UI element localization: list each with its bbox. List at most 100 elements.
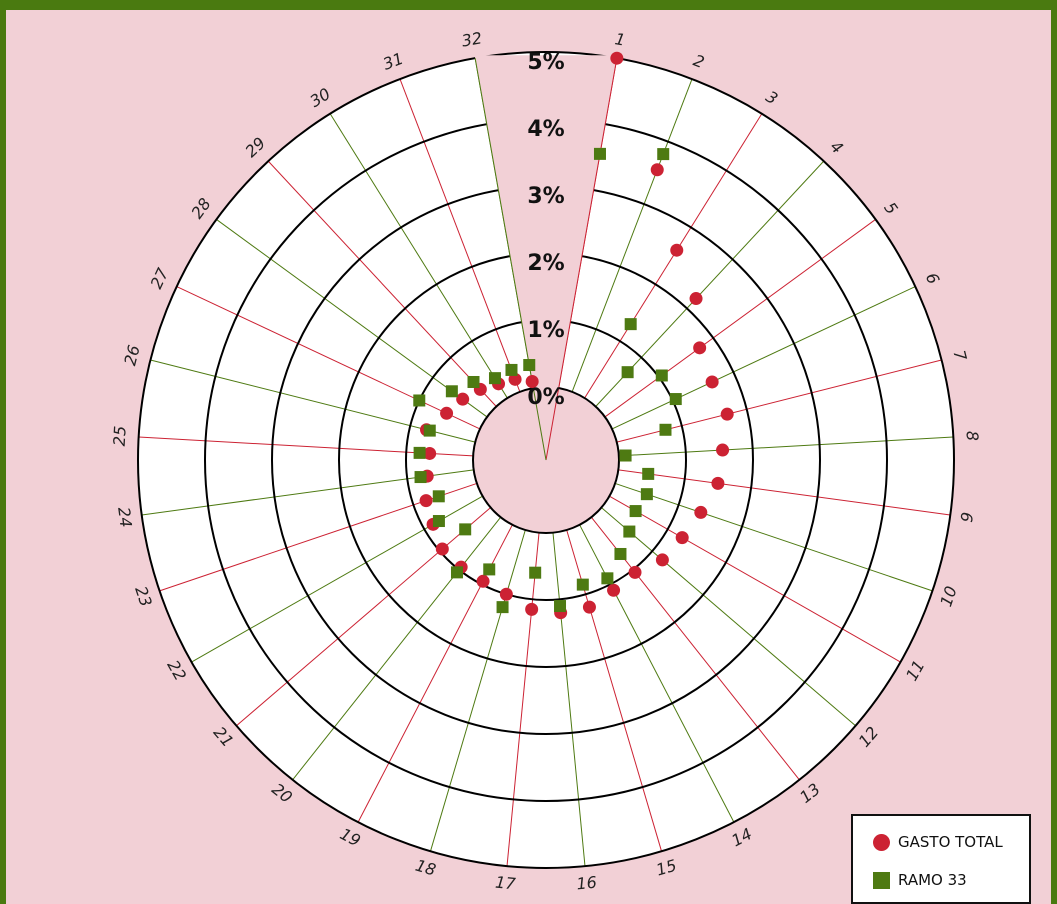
gasto-point-1 xyxy=(610,51,624,65)
ramo-point-2 xyxy=(657,148,670,161)
gasto-point-6 xyxy=(705,375,719,389)
category-tick-32: 32 xyxy=(460,28,483,50)
gasto-point-2 xyxy=(650,163,664,177)
chart-radial-ticks: 0% 1% 2% 3% 4% 5% xyxy=(527,50,564,410)
spoke-16 xyxy=(552,532,586,867)
ramo-point-18 xyxy=(496,601,509,614)
ramo-point-31 xyxy=(505,363,518,376)
spoke-28 xyxy=(216,219,488,418)
spoke-11 xyxy=(609,495,901,663)
category-tick-5: 5 xyxy=(880,199,901,218)
ramo-point-10 xyxy=(640,488,653,501)
ramo-point-17 xyxy=(529,566,542,579)
gasto-point-15 xyxy=(582,600,596,614)
ramo-point-27 xyxy=(413,394,426,407)
category-tick-25: 25 xyxy=(110,425,130,446)
gasto-point-4 xyxy=(689,292,703,306)
category-tick-4: 4 xyxy=(826,137,846,158)
category-tick-13: 13 xyxy=(796,779,824,807)
spoke-5 xyxy=(604,219,876,418)
legend-square-marker xyxy=(873,871,890,889)
gasto-point-8 xyxy=(716,443,730,457)
ramo-point-13 xyxy=(614,547,627,560)
ramo-point-3 xyxy=(624,318,637,331)
ramo-point-9 xyxy=(642,467,655,480)
category-tick-23: 23 xyxy=(131,584,156,609)
left-frame-bar xyxy=(0,10,6,904)
category-tick-15: 15 xyxy=(654,856,679,880)
gasto-point-10 xyxy=(694,505,708,519)
legend: GASTO TOTAL RAMO 33 xyxy=(851,814,1031,904)
gasto-point-13 xyxy=(628,565,642,579)
legend-item-gasto: GASTO TOTAL xyxy=(873,830,1003,854)
ramo-point-30 xyxy=(488,372,501,385)
gasto-point-27 xyxy=(440,406,454,420)
ramo-point-12 xyxy=(623,525,636,538)
top-frame-bar xyxy=(0,0,1057,10)
category-tick-24: 24 xyxy=(114,506,136,529)
gasto-point-11 xyxy=(675,531,689,545)
category-tick-27: 27 xyxy=(147,264,173,291)
gasto-point-3 xyxy=(670,243,684,257)
category-tick-20: 20 xyxy=(268,779,296,807)
ramo-point-22 xyxy=(432,515,445,528)
category-tick-12: 12 xyxy=(855,723,883,751)
spoke-10 xyxy=(614,482,933,592)
ramo-point-14 xyxy=(601,572,614,585)
spoke-20 xyxy=(292,516,502,781)
ring-5 xyxy=(137,51,955,869)
radial-tick-0: 0% xyxy=(527,385,564,410)
legend-label-ramo: RAMO 33 xyxy=(898,871,967,889)
ramo-point-4 xyxy=(621,366,634,379)
radial-tick-3: 3% xyxy=(527,184,564,209)
category-tick-17: 17 xyxy=(494,873,517,894)
ramo-point-23 xyxy=(432,490,445,503)
spoke-18 xyxy=(429,529,526,852)
ramo-point-15 xyxy=(576,578,589,591)
gasto-point-28 xyxy=(456,392,470,406)
gasto-point-14 xyxy=(607,583,621,597)
category-tick-30: 30 xyxy=(306,84,333,111)
gasto-point-32 xyxy=(525,375,539,389)
category-tick-9: 9 xyxy=(957,511,977,524)
gasto-point-18 xyxy=(499,587,513,601)
gasto-point-9 xyxy=(711,476,725,490)
legend-label-gasto: GASTO TOTAL xyxy=(898,833,1003,851)
gasto-point-23 xyxy=(419,494,433,508)
category-tick-8: 8 xyxy=(963,430,983,441)
category-tick-16: 16 xyxy=(576,873,598,894)
category-tick-7: 7 xyxy=(950,348,971,363)
ramo-point-6 xyxy=(669,393,682,406)
ramo-point-24 xyxy=(414,471,427,484)
category-tick-31: 31 xyxy=(380,49,406,74)
gap-edge-last xyxy=(474,58,547,461)
ramo-point-26 xyxy=(423,424,436,437)
gasto-point-12 xyxy=(655,553,669,567)
ramo-point-20 xyxy=(450,566,463,579)
radial-tick-4: 4% xyxy=(527,117,564,142)
spoke-3 xyxy=(584,113,763,399)
spoke-4 xyxy=(595,160,825,407)
gap-edge-first xyxy=(545,58,618,461)
ramo-point-1 xyxy=(593,147,606,160)
legend-circle-marker xyxy=(873,833,890,851)
spoke-17 xyxy=(506,532,540,867)
spoke-27 xyxy=(176,286,481,430)
category-tick-22: 22 xyxy=(163,657,190,684)
spoke-2 xyxy=(571,78,693,393)
right-frame-bar xyxy=(1051,10,1057,904)
category-tick-3: 3 xyxy=(763,87,782,109)
spoke-8 xyxy=(618,436,954,457)
ramo-point-28 xyxy=(445,385,458,398)
spoke-13 xyxy=(590,516,800,781)
gasto-point-19 xyxy=(476,574,490,588)
category-tick-1: 1 xyxy=(613,29,626,49)
ramo-point-21 xyxy=(459,523,472,536)
chart-gap xyxy=(474,55,618,461)
gasto-point-17 xyxy=(525,602,539,616)
category-tick-18: 18 xyxy=(413,856,438,880)
spoke-12 xyxy=(601,507,856,727)
spoke-29 xyxy=(267,160,497,407)
spoke-31 xyxy=(399,78,521,393)
